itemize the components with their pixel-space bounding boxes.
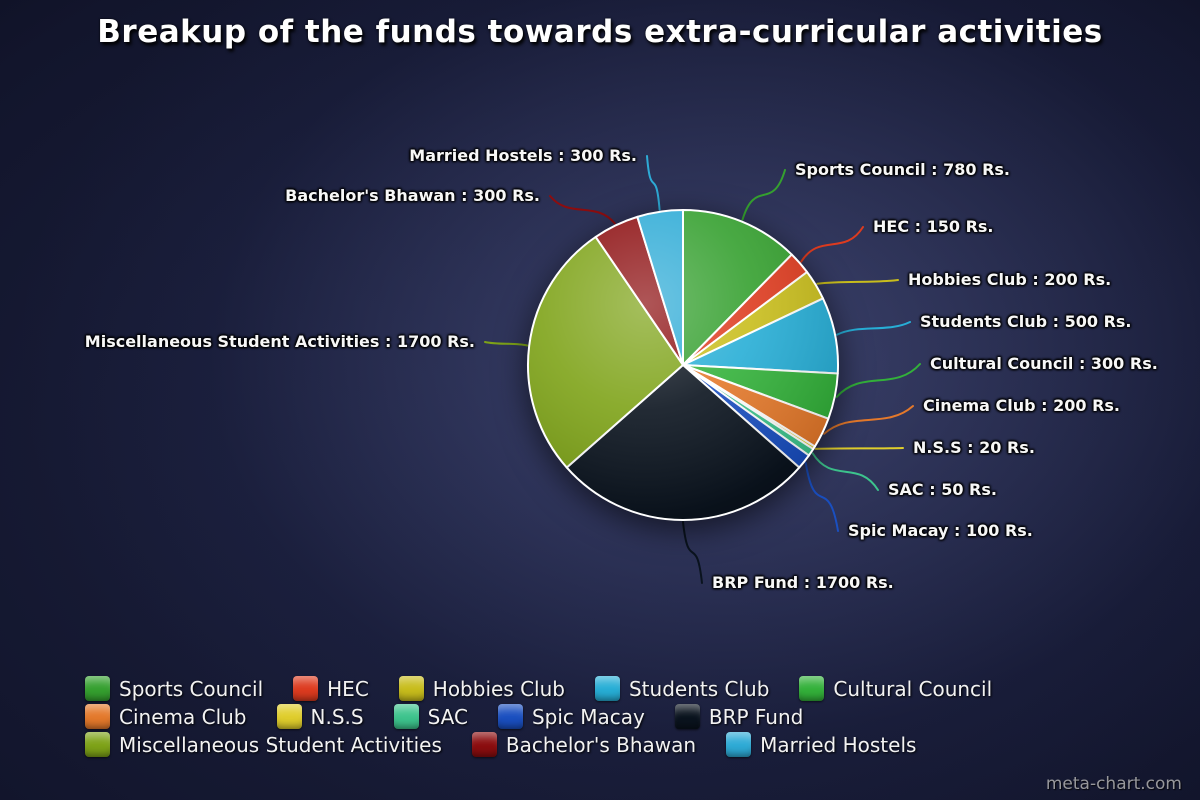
callout-line-brp-fund: [682, 521, 703, 584]
legend-swatch-married-hostels: [726, 732, 752, 757]
legend-swatch-bachelor-s-bhawan: [471, 732, 497, 757]
legend-swatch-students-club: [594, 676, 620, 701]
legend-swatch-hobbies-club: [398, 676, 424, 701]
legend-row: Miscellaneous Student Activities Bachelor…: [85, 732, 992, 757]
legend-swatch-n-s-s: [276, 704, 302, 729]
pie-gloss-overlay: [529, 211, 837, 519]
callout-line-cultural-council: [835, 363, 921, 398]
legend-item-miscellaneous-student-activities: Miscellaneous Student Activities: [85, 732, 442, 757]
legend-swatch-cultural-council: [799, 676, 825, 701]
legend-item-brp-fund: BRP Fund: [674, 704, 804, 729]
legend-label-bachelor-s-bhawan: Bachelor's Bhawan: [505, 732, 697, 757]
watermark: meta-chart.com: [1045, 774, 1182, 794]
legend: Sports Council HEC Hobbies Club Students Cl…: [85, 676, 992, 757]
legend-item-hobbies-club: Hobbies Club: [398, 676, 565, 701]
legend-label-hobbies-club: Hobbies Club: [432, 676, 565, 701]
legend-label-cinema-club: Cinema Club: [119, 704, 247, 729]
legend-label-sac: SAC: [427, 704, 468, 729]
legend-swatch-sac: [393, 704, 419, 729]
callout-line-married-hostels: [646, 155, 661, 211]
legend-item-married-hostels: Married Hostels: [726, 732, 916, 757]
legend-item-students-club: Students Club: [594, 676, 770, 701]
legend-row: Sports Council HEC Hobbies Club Students Cl…: [85, 676, 992, 701]
legend-swatch-spic-macay: [497, 704, 523, 729]
legend-swatch-hec: [293, 676, 319, 701]
legend-swatch-cinema-club: [85, 704, 110, 729]
callout-line-hec: [800, 226, 864, 263]
legend-item-cinema-club: Cinema Club: [85, 704, 247, 729]
callout-line-miscellaneous-student-activities: [484, 341, 529, 347]
legend-item-n-s-s: N.S.S: [276, 704, 364, 729]
legend-item-hec: HEC: [293, 676, 369, 701]
callout-line-bachelor-s-bhawan: [549, 195, 616, 225]
legend-swatch-brp-fund: [674, 704, 700, 729]
legend-item-cultural-council: Cultural Council: [799, 676, 992, 701]
legend-label-n-s-s: N.S.S: [310, 704, 364, 729]
legend-item-sports-council: Sports Council: [85, 676, 263, 701]
legend-item-bachelor-s-bhawan: Bachelor's Bhawan: [471, 732, 697, 757]
legend-label-spic-macay: Spic Macay: [531, 704, 645, 729]
legend-label-sports-council: Sports Council: [119, 676, 264, 701]
callout-line-spic-macay: [804, 461, 839, 532]
chart-title: Breakup of the funds towards extra-curri…: [97, 14, 1103, 50]
legend-label-brp-fund: BRP Fund: [708, 704, 804, 729]
legend-swatch-miscellaneous-student-activities: [85, 732, 110, 757]
legend-label-hec: HEC: [327, 676, 369, 701]
callout-line-sports-council: [741, 169, 786, 221]
legend-swatch-sports-council: [85, 676, 110, 701]
callout-line-cinema-club: [823, 405, 914, 435]
legend-item-sac: SAC: [393, 704, 468, 729]
legend-label-students-club: Students Club: [628, 676, 770, 701]
legend-label-married-hostels: Married Hostels: [760, 732, 917, 757]
legend-item-spic-macay: Spic Macay: [497, 704, 645, 729]
callout-line-hobbies-club: [816, 279, 899, 285]
legend-row: Cinema Club N.S.S SAC Spic Macay BRP Fund: [85, 704, 992, 729]
callout-line-students-club: [836, 321, 911, 336]
callout-line-n-s-s: [814, 447, 904, 450]
legend-label-miscellaneous-student-activities: Miscellaneous Student Activities: [119, 732, 442, 757]
legend-label-cultural-council: Cultural Council: [833, 676, 993, 701]
callout-line-sac: [811, 452, 879, 491]
